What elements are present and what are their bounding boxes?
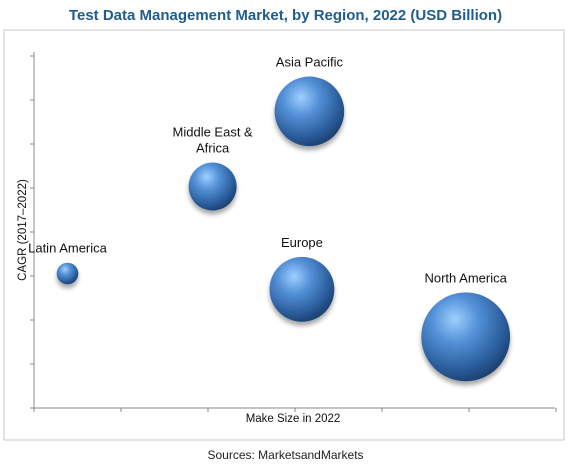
- bubble-label: Middle East & Africa: [173, 124, 254, 155]
- x-axis-ticks: [33, 408, 557, 412]
- bubble-label: North America: [424, 270, 507, 285]
- bubble-label: Asia Pacific: [276, 55, 344, 70]
- bubbles-layer: [56, 76, 511, 382]
- bubble-asia-pacific: [274, 76, 345, 147]
- bubble-north-america: [421, 292, 511, 382]
- chart-frame: [3, 29, 565, 441]
- x-axis-label: Make Size in 2022: [246, 413, 341, 425]
- y-axis-label: CAGR (2017–2022): [17, 179, 29, 281]
- bubble-label: Latin America: [28, 241, 108, 256]
- bubble-latin-america: [56, 262, 79, 285]
- bubble-europe: [269, 256, 335, 322]
- bubble-label: Europe: [281, 235, 323, 250]
- y-axis-ticks: [30, 55, 34, 409]
- bubble-middle-east-africa: [188, 162, 237, 211]
- source-note: Sources: MarketsandMarkets: [207, 448, 364, 462]
- chart-title: Test Data Management Market, by Region, …: [68, 7, 503, 24]
- bubble-labels-layer: Latin America Middle East & Africa Asia Pac…: [28, 55, 508, 286]
